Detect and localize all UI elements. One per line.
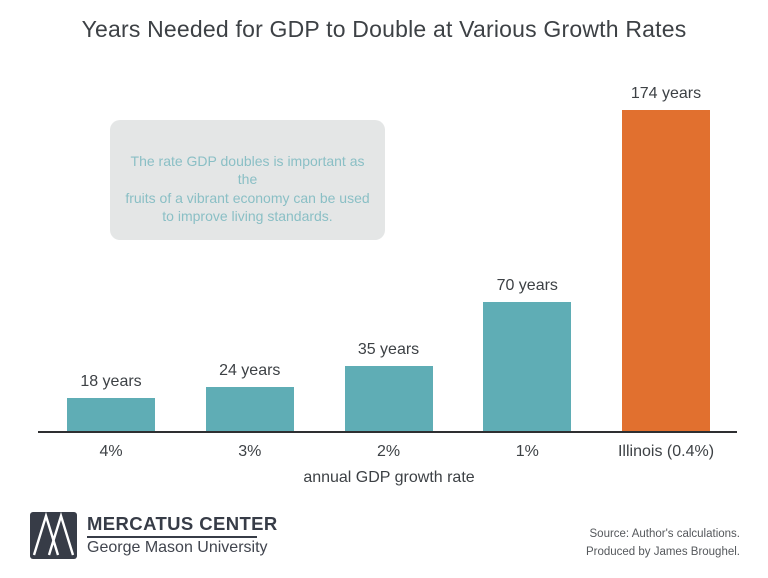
logo-org-name: MERCATUS CENTER bbox=[87, 512, 278, 534]
bar-value-label: 24 years bbox=[219, 361, 281, 379]
source-attribution: Source: Author's calculations. Produced … bbox=[586, 526, 740, 562]
bar-value-label: 18 years bbox=[80, 372, 142, 390]
x-tick-label: 4% bbox=[99, 443, 123, 460]
bar-2% bbox=[344, 366, 433, 431]
x-axis-line bbox=[38, 431, 737, 433]
bar-value-label: 174 years bbox=[630, 84, 702, 102]
bar-4% bbox=[67, 397, 155, 431]
annotation-box: The rate GDP doubles is important as the… bbox=[110, 120, 385, 241]
x-tick-label: 3% bbox=[238, 443, 262, 460]
x-tick-label: 2% bbox=[376, 443, 401, 460]
x-tick-label: 1% bbox=[515, 443, 539, 460]
bar-value-label: 35 years bbox=[357, 341, 420, 359]
annotation-text: The rate GDP doubles is important as the… bbox=[125, 152, 370, 225]
logo-divider bbox=[87, 535, 257, 538]
bar-value-label: 70 years bbox=[496, 276, 558, 294]
produced-by-line: Produced by James Broughel. bbox=[585, 545, 740, 558]
mercatus-logo: MERCATUS CENTER George Mason University bbox=[30, 512, 278, 559]
mercatus-triangles-icon bbox=[30, 512, 77, 559]
x-axis-title: annual GDP growth rate bbox=[303, 469, 475, 486]
x-tick-label: Illinois (0.4%) bbox=[617, 443, 715, 460]
logo-university-name: George Mason University bbox=[87, 538, 268, 556]
bar-1% bbox=[483, 301, 572, 431]
logo-wordmark: MERCATUS CENTER George Mason University bbox=[87, 512, 278, 558]
chart-title: Years Needed for GDP to Double at Variou… bbox=[81, 16, 687, 42]
bar-Illinois (0.4%) bbox=[622, 109, 710, 431]
bar-3% bbox=[205, 386, 294, 431]
source-line: Source: Author's calculations. bbox=[589, 528, 741, 540]
